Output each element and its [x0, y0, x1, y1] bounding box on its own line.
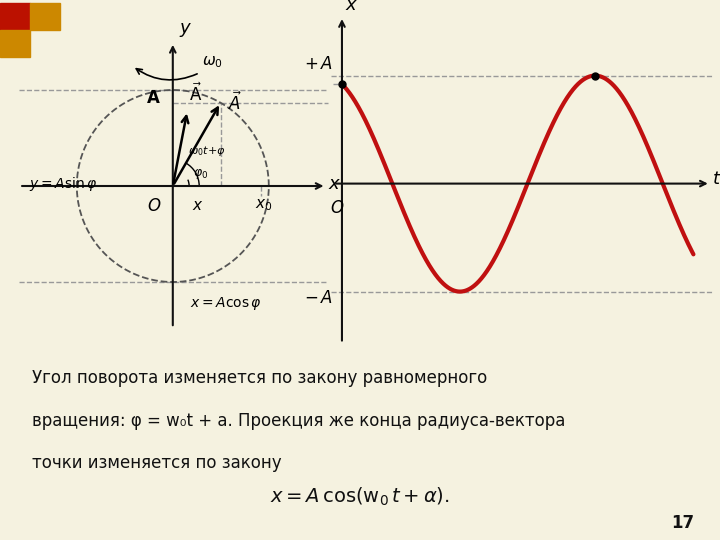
- Text: $\omega_0 t\!+\!\varphi$: $\omega_0 t\!+\!\varphi$: [188, 144, 226, 158]
- Text: $\omega_0$: $\omega_0$: [202, 54, 222, 70]
- Text: $x_0$: $x_0$: [256, 198, 273, 213]
- Text: $\vec{A}$: $\vec{A}$: [228, 91, 243, 114]
- Text: $y = A\sin\varphi$: $y = A\sin\varphi$: [29, 175, 97, 193]
- Text: $O$: $O$: [330, 199, 344, 217]
- Text: 17: 17: [672, 514, 695, 532]
- Text: $\mathrm{\vec{A}}$: $\mathrm{\vec{A}}$: [189, 82, 202, 105]
- Bar: [30, 3, 60, 30]
- Text: $x$: $x$: [192, 198, 204, 213]
- Text: вращения: φ = w₀t + a. Проекция же конца радиуса-вектора: вращения: φ = w₀t + a. Проекция же конца…: [32, 411, 566, 430]
- Text: $x$: $x$: [328, 175, 341, 193]
- Bar: [0, 30, 30, 57]
- Text: $x = A\,\cos(\mathrm{w}_0\,t + \alpha).$: $x = A\,\cos(\mathrm{w}_0\,t + \alpha).$: [270, 486, 450, 508]
- Bar: [0, 3, 30, 30]
- Text: $-\,A$: $-\,A$: [304, 289, 333, 307]
- Text: $x$: $x$: [345, 0, 358, 14]
- Text: точки изменяется по закону: точки изменяется по закону: [32, 455, 282, 472]
- Text: $O$: $O$: [147, 197, 161, 214]
- Text: $y$: $y$: [179, 21, 192, 39]
- Text: $\varphi_0$: $\varphi_0$: [193, 167, 208, 181]
- Text: $t$: $t$: [712, 170, 720, 188]
- Text: $\mathbf{A}$: $\mathbf{A}$: [146, 89, 161, 107]
- Text: $x = A\cos\varphi$: $x = A\cos\varphi$: [190, 295, 262, 312]
- Text: Угол поворота изменяется по закону равномерного: Угол поворота изменяется по закону равно…: [32, 369, 487, 387]
- Text: $+\,A$: $+\,A$: [304, 56, 333, 73]
